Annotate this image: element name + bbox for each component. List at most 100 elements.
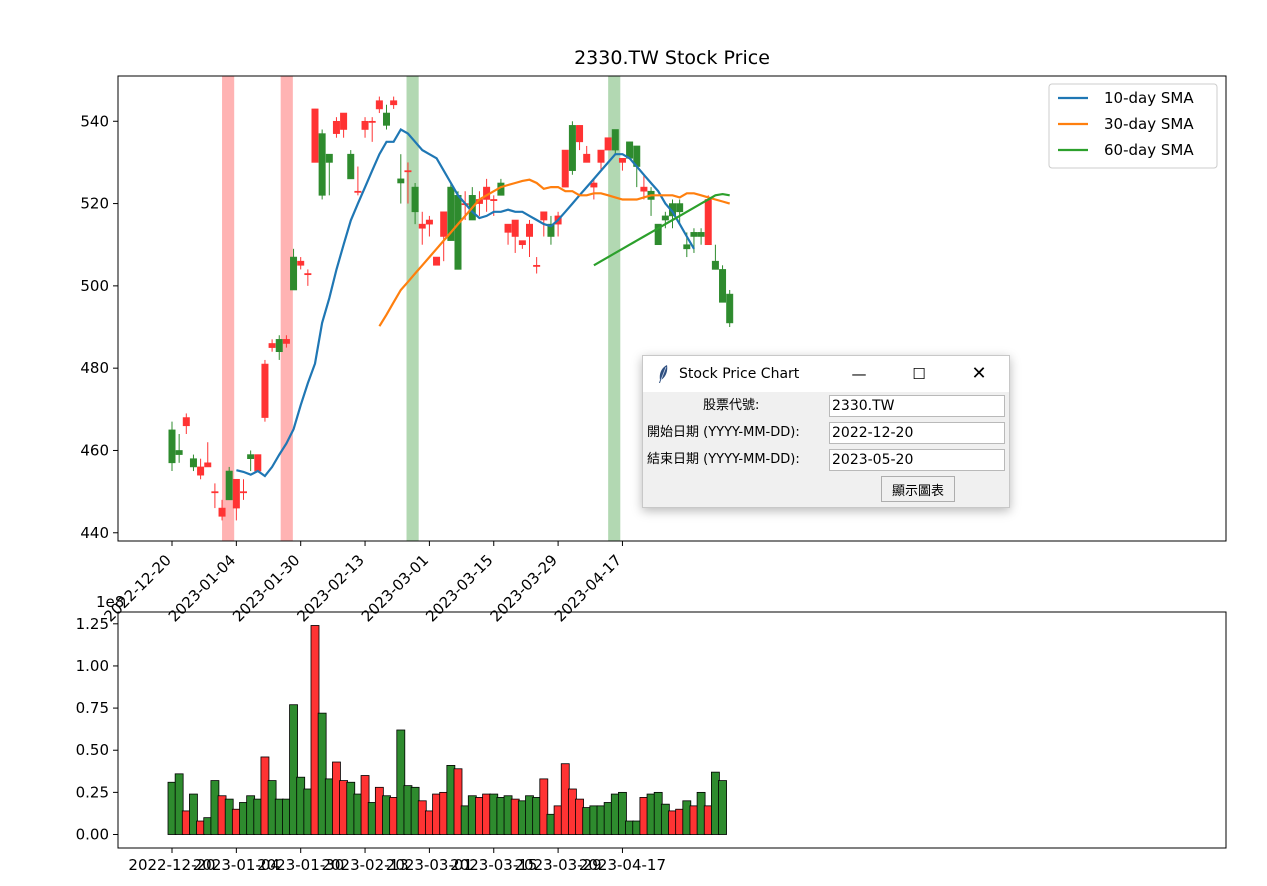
price-plot-frame	[117, 75, 1227, 542]
end-date-label: 結束日期 (YYYY-MM-DD):	[647, 452, 800, 467]
candle-body-62	[611, 129, 619, 151]
volume-ytick-label: 1.00	[76, 657, 109, 675]
candle-body-69	[661, 215, 669, 221]
candle-body-56	[568, 125, 576, 171]
candle-body-10	[240, 491, 248, 494]
start-date-input[interactable]	[829, 422, 1005, 444]
candle-body-38	[440, 211, 448, 237]
price-ytick-label: 540	[80, 112, 109, 130]
candle-body-48	[511, 219, 519, 237]
highlight-band-2	[406, 76, 419, 541]
candle-body-34	[411, 186, 419, 213]
volume-offset-text: 1e8	[96, 593, 124, 611]
candle-body-15	[275, 339, 283, 353]
dialog-title: Stock Price Chart	[679, 366, 800, 382]
sma-line-10	[236, 128, 695, 478]
candle-body-14	[268, 343, 276, 348]
volume-axes: 0.000.250.500.751.001.251e82022-12-20202…	[76, 593, 1227, 874]
candle-body-9	[232, 478, 240, 509]
candle-body-28	[368, 120, 376, 123]
volume-bar-21	[317, 712, 327, 835]
candle-body-8	[225, 470, 233, 501]
legend-entry-1: 30-day SMA	[1104, 115, 1194, 133]
end-date-input[interactable]	[829, 449, 1005, 471]
candle-body-11	[247, 454, 255, 459]
price-ytick-label: 440	[80, 524, 109, 542]
volume-bar-40	[453, 768, 463, 835]
dialog-titlebar[interactable]: Stock Price Chart — ☐ ✕	[643, 356, 1009, 392]
candle-body-6	[211, 491, 219, 494]
volume-ytick-label: 1.25	[76, 615, 109, 633]
candle-body-35	[418, 223, 426, 229]
chart-title: 2330.TW Stock Price	[574, 47, 770, 69]
candle-body-23	[332, 120, 340, 134]
feather-icon	[659, 365, 668, 383]
volume-bar-3	[189, 793, 198, 835]
volume-bar-52	[539, 778, 549, 835]
price-xtick-label: 2022-12-20	[100, 551, 174, 625]
legend-entry-2: 60-day SMA	[1104, 141, 1194, 159]
start-date-label: 開始日期 (YYYY-MM-DD):	[647, 425, 800, 440]
volume-xtick-label: 2023-03-29	[515, 856, 602, 874]
candle-body-58	[583, 153, 591, 163]
show-chart-button[interactable]: 顯示圖表	[881, 476, 955, 502]
price-xtick-label: 2023-04-17	[551, 551, 625, 625]
candle-body-52	[540, 211, 548, 221]
symbol-label: 股票代號:	[703, 398, 760, 413]
legend-entry-0: 10-day SMA	[1104, 89, 1194, 107]
volume-ytick-label: 0.25	[76, 783, 109, 801]
candle-body-57	[576, 125, 584, 143]
sma-lines	[236, 128, 731, 478]
price-ytick-label: 500	[80, 277, 109, 295]
volume-bar-32	[396, 729, 406, 835]
candle-body-13	[261, 363, 269, 418]
candle-body-31	[390, 100, 398, 106]
candle-body-66	[640, 186, 648, 192]
candle-body-32	[397, 178, 405, 184]
highlight-band-3	[608, 76, 621, 541]
minimize-button[interactable]: —	[851, 365, 867, 383]
price-xtick-label: 2023-02-13	[293, 551, 367, 625]
volume-ytick-label: 0.75	[76, 699, 109, 717]
candle-body-19	[304, 273, 312, 276]
candle-body-22	[325, 153, 333, 163]
candle-body-29	[375, 100, 383, 110]
candle-body-16	[282, 339, 290, 344]
price-xtick-label: 2023-03-29	[487, 551, 561, 625]
price-xtick-label: 2023-03-01	[358, 551, 432, 625]
candle-body-76	[711, 260, 719, 270]
legend: 10-day SMA 30-day SMA 60-day SMA	[1048, 83, 1218, 169]
candle-body-63	[618, 158, 626, 163]
candle-body-21	[318, 133, 326, 196]
highlight-bands	[222, 76, 621, 541]
candle-body-60	[597, 149, 605, 163]
symbol-input[interactable]	[829, 395, 1005, 417]
candle-body-59	[590, 182, 598, 188]
volume-xtick-label: 2023-01-04	[193, 856, 280, 874]
volume-xtick-label: 2023-04-17	[579, 856, 666, 874]
candle-body-25	[347, 153, 355, 180]
close-button[interactable]: ✕	[971, 363, 987, 384]
volume-xtick-label: 2023-03-15	[450, 856, 537, 874]
candle-body-53	[547, 223, 555, 237]
candle-body-17	[290, 256, 298, 291]
candle-body-78	[726, 293, 734, 324]
price-xtick-label: 2023-03-15	[422, 551, 496, 625]
sma-line-60	[593, 192, 730, 267]
volume-xtick-label: 2023-03-01	[386, 856, 473, 874]
volume-ytick-label: 0.50	[76, 741, 109, 759]
candle-body-2	[182, 417, 190, 427]
candle-body-55	[561, 149, 569, 188]
volume-bars	[167, 625, 727, 835]
candle-body-3	[189, 458, 197, 468]
candle-body-12	[254, 454, 262, 472]
candle-body-5	[204, 462, 212, 468]
highlight-band-1	[280, 76, 293, 541]
price-xtick-label: 2023-01-30	[229, 551, 303, 625]
candle-body-45	[490, 199, 498, 201]
candle-body-40	[454, 195, 462, 270]
maximize-button[interactable]: ☐	[912, 365, 926, 383]
candle-body-1	[175, 450, 183, 455]
candle-body-49	[518, 240, 526, 246]
